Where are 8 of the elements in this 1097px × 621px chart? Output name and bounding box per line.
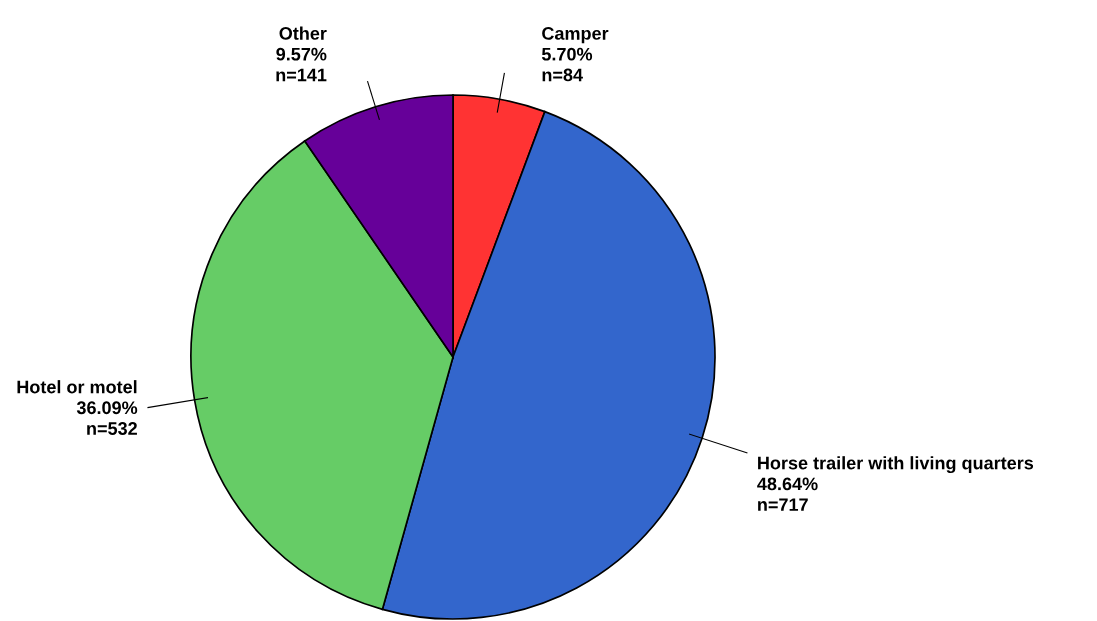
data-label: 48.64% n=717	[757, 477, 818, 511]
data-label: 5.70% n=84	[541, 47, 593, 82]
data-label: 36.09% n=532	[76, 401, 138, 435]
slice-label: Camper	[542, 27, 609, 44]
slice-label: Hotel or motel	[17, 380, 137, 394]
slice-label: Horse trailer with living quarters	[758, 456, 1034, 474]
slice-label: Other	[279, 26, 327, 40]
data-label: 9.57% n=141	[276, 47, 327, 82]
